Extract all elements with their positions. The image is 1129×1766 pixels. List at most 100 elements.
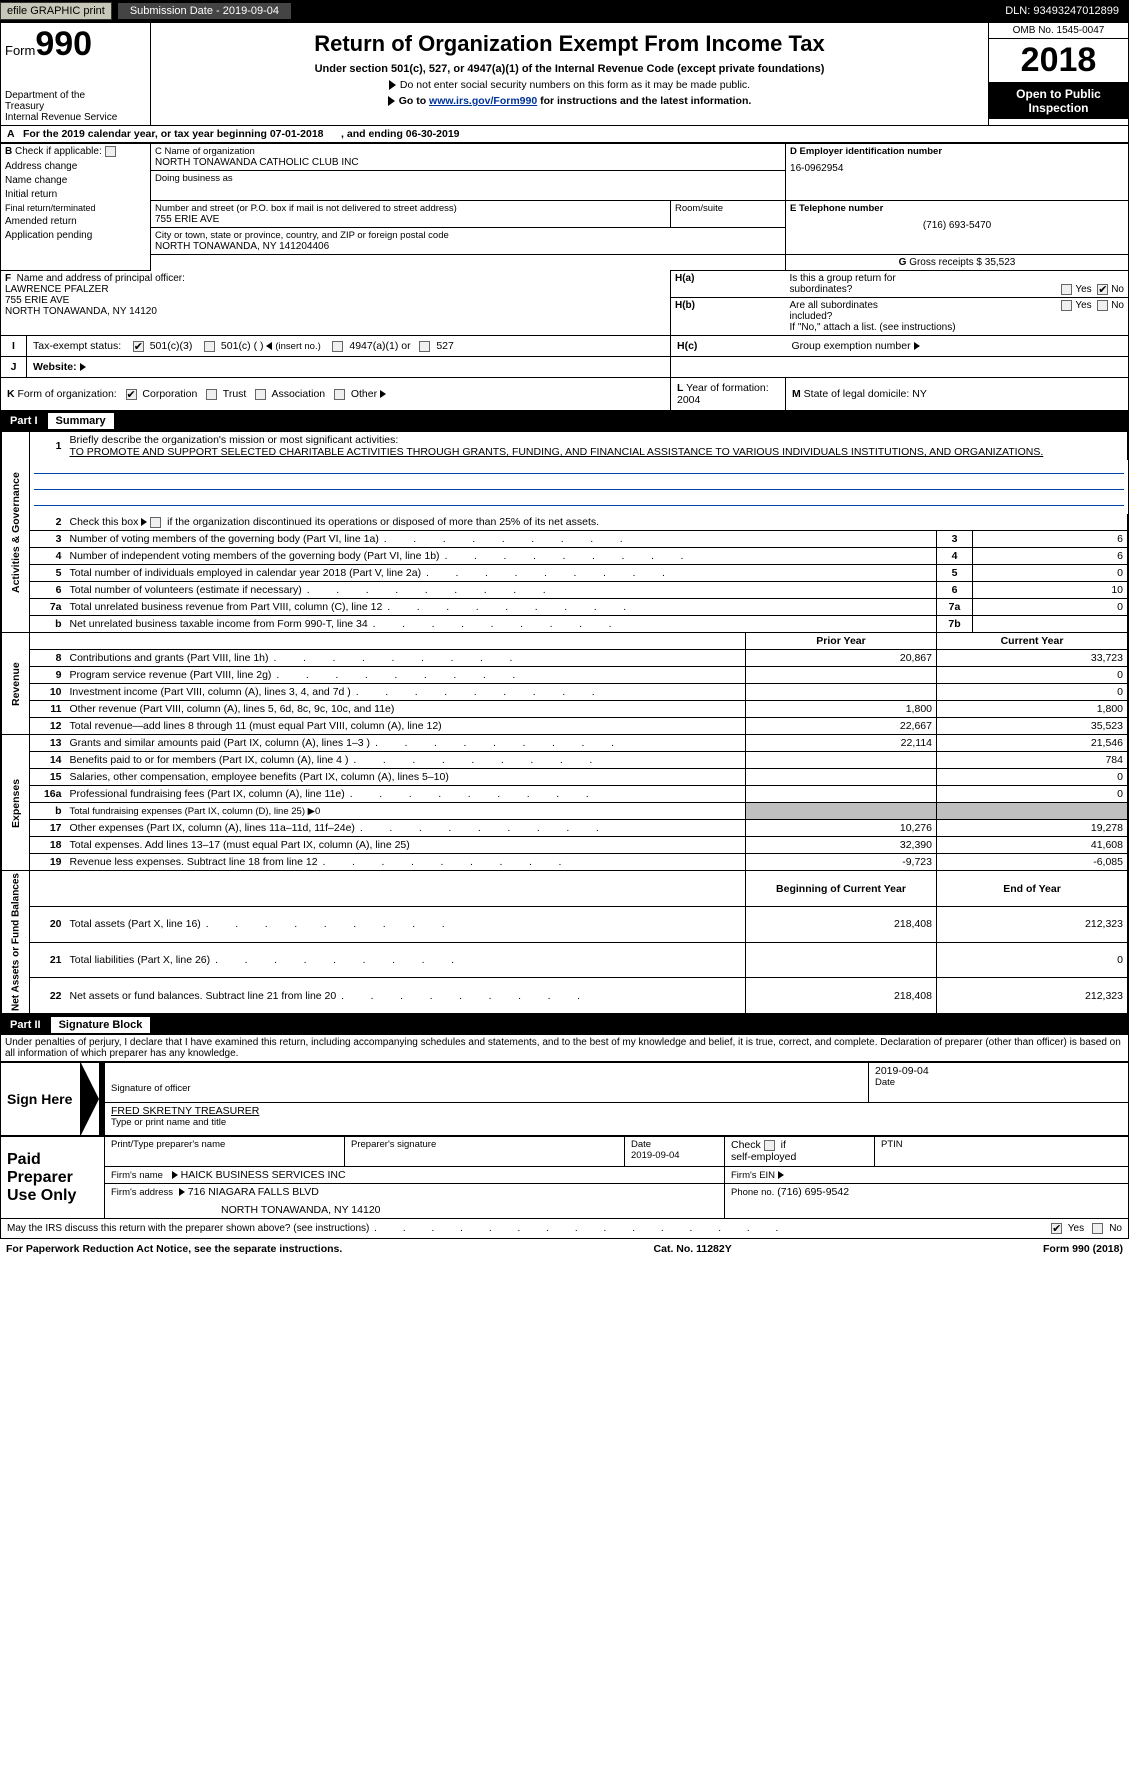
page-footer: For Paperwork Reduction Act Notice, see … [0,1239,1129,1259]
501c3: 501(c)(3) [150,340,193,352]
line-16a-prior [746,786,937,803]
line-7b-box: 7b [937,616,973,633]
checkbox-checked[interactable] [126,389,137,400]
gross-receipts-value: 35,523 [985,257,1016,268]
arrow-left-icon [266,342,272,350]
omb-number: OMB No. 1545-0047 [989,23,1128,39]
checkbox[interactable] [255,389,266,400]
line-20-boy: 218,408 [746,906,937,942]
association: Association [271,388,325,400]
phone-no-label: Phone no. [731,1187,774,1198]
checkbox[interactable] [105,146,116,157]
ein-value: 16-0962954 [790,163,1124,174]
room-label: Room/suite [675,203,781,214]
line-10-prior [746,684,937,701]
i-label: I [1,336,27,357]
checkbox-checked[interactable] [1051,1223,1062,1234]
other: Other [351,388,377,400]
501c: 501(c) ( ) [221,340,264,352]
arrow-right-icon [778,1171,784,1179]
part1-title: Summary [48,413,114,429]
box-b-label: B [5,146,12,157]
line-16b-text: Total fundraising expenses (Part IX, col… [70,806,315,817]
checkbox[interactable] [1097,300,1108,311]
addr-change: Address change [5,161,146,172]
trust: Trust [223,388,247,400]
checkbox[interactable] [332,341,343,352]
checkbox[interactable] [1061,284,1072,295]
footer-cat-no: Cat. No. 11282Y [654,1243,732,1255]
line-21-eoy: 0 [937,942,1128,978]
irs-form990-link[interactable]: www.irs.gov/Form990 [429,95,537,107]
checkbox[interactable] [334,389,345,400]
signature-table: Sign Here Signature of officer 2019-09-0… [0,1062,1129,1136]
type-name-label: Type or print name and title [111,1117,1122,1128]
hb-note: If "No," attach a list. (see instruction… [790,322,956,333]
arrow-right-icon [141,518,147,526]
sig-officer-label: Signature of officer [111,1083,862,1094]
arrow-right-icon [179,1188,185,1196]
mission-text: TO PROMOTE AND SUPPORT SELECTED CHARITAB… [70,446,1044,458]
col-prior-year: Prior Year [746,633,937,650]
d-ein-label: D Employer identification number [790,146,942,157]
checkbox[interactable] [419,341,430,352]
line-5-text: Total number of individuals employed in … [70,567,422,579]
checkbox[interactable] [1061,300,1072,311]
phone-no-value: (716) 695-9542 [777,1186,849,1198]
arrow-right-icon [172,1171,178,1179]
checkbox[interactable] [206,389,217,400]
side-revenue: Revenue [2,633,30,735]
arrow-right-icon [914,342,920,350]
dba-label: Doing business as [155,173,781,184]
part2-num: Part II [6,1017,49,1033]
line-21-text: Total liabilities (Part X, line 26) [70,954,211,966]
col-eoy: End of Year [937,871,1128,907]
line-19-prior: -9,723 [746,854,937,871]
form-title: Return of Organization Exempt From Incom… [155,25,984,57]
line-9-text: Program service revenue (Part VIII, line… [70,669,272,681]
checkbox[interactable] [1092,1223,1103,1234]
triangle-icon [388,96,395,106]
paid-preparer-table: Paid Preparer Use Only Print/Type prepar… [0,1136,1129,1219]
line-9-curr: 0 [937,667,1128,684]
yes-label: Yes [1068,1223,1084,1234]
final-return: Final return/terminated [5,203,146,213]
form-subtitle: Under section 501(c), 527, or 4947(a)(1)… [155,57,984,75]
ptin-label: PTIN [881,1139,1122,1150]
col-boy: Beginning of Current Year [746,871,937,907]
e-phone-label: E Telephone number [790,203,1124,214]
city-label: City or town, state or province, country… [155,230,781,241]
line-15-prior [746,769,937,786]
4947a1: 4947(a)(1) or [349,340,410,352]
checkbox[interactable] [764,1140,775,1151]
year-formation-label: Year of formation: [686,382,769,394]
col-current-year: Current Year [937,633,1128,650]
application-pending: Application pending [5,230,146,241]
checkbox-checked[interactable] [133,341,144,352]
preparer-date-label: Date [631,1139,718,1150]
ha-text1: Is this a group return for [790,273,896,284]
j-label: J [1,357,27,378]
no-label: No [1109,1223,1122,1234]
line-10-text: Investment income (Part VIII, column (A)… [70,686,351,698]
ha-label: H(a) [675,273,694,284]
line-10-curr: 0 [937,684,1128,701]
submission-date: Submission Date - 2019-09-04 [118,3,291,19]
line-11-curr: 1,800 [937,701,1128,718]
part2-title: Signature Block [51,1017,151,1033]
line-6-val: 10 [973,582,1128,599]
checkbox[interactable] [150,517,161,528]
line-15-text: Salaries, other compensation, employee b… [70,771,449,783]
checkbox[interactable] [204,341,215,352]
line-3-text: Number of voting members of the governin… [70,533,379,545]
line-11-text: Other revenue (Part VIII, column (A), li… [70,703,395,715]
line-9-prior [746,667,937,684]
l-label: L [677,382,683,394]
website-label: Website: [33,361,77,373]
form-header: Form990 Department of the Treasury Inter… [0,22,1129,126]
form-of-org-label: Form of organization: [18,388,117,400]
line-18-text: Total expenses. Add lines 13–17 (must eq… [70,839,410,851]
ssn-warning: Do not enter social security numbers on … [155,75,984,91]
efile-print-label[interactable]: efile GRAPHIC print [0,2,112,20]
checkbox-checked[interactable] [1097,284,1108,295]
